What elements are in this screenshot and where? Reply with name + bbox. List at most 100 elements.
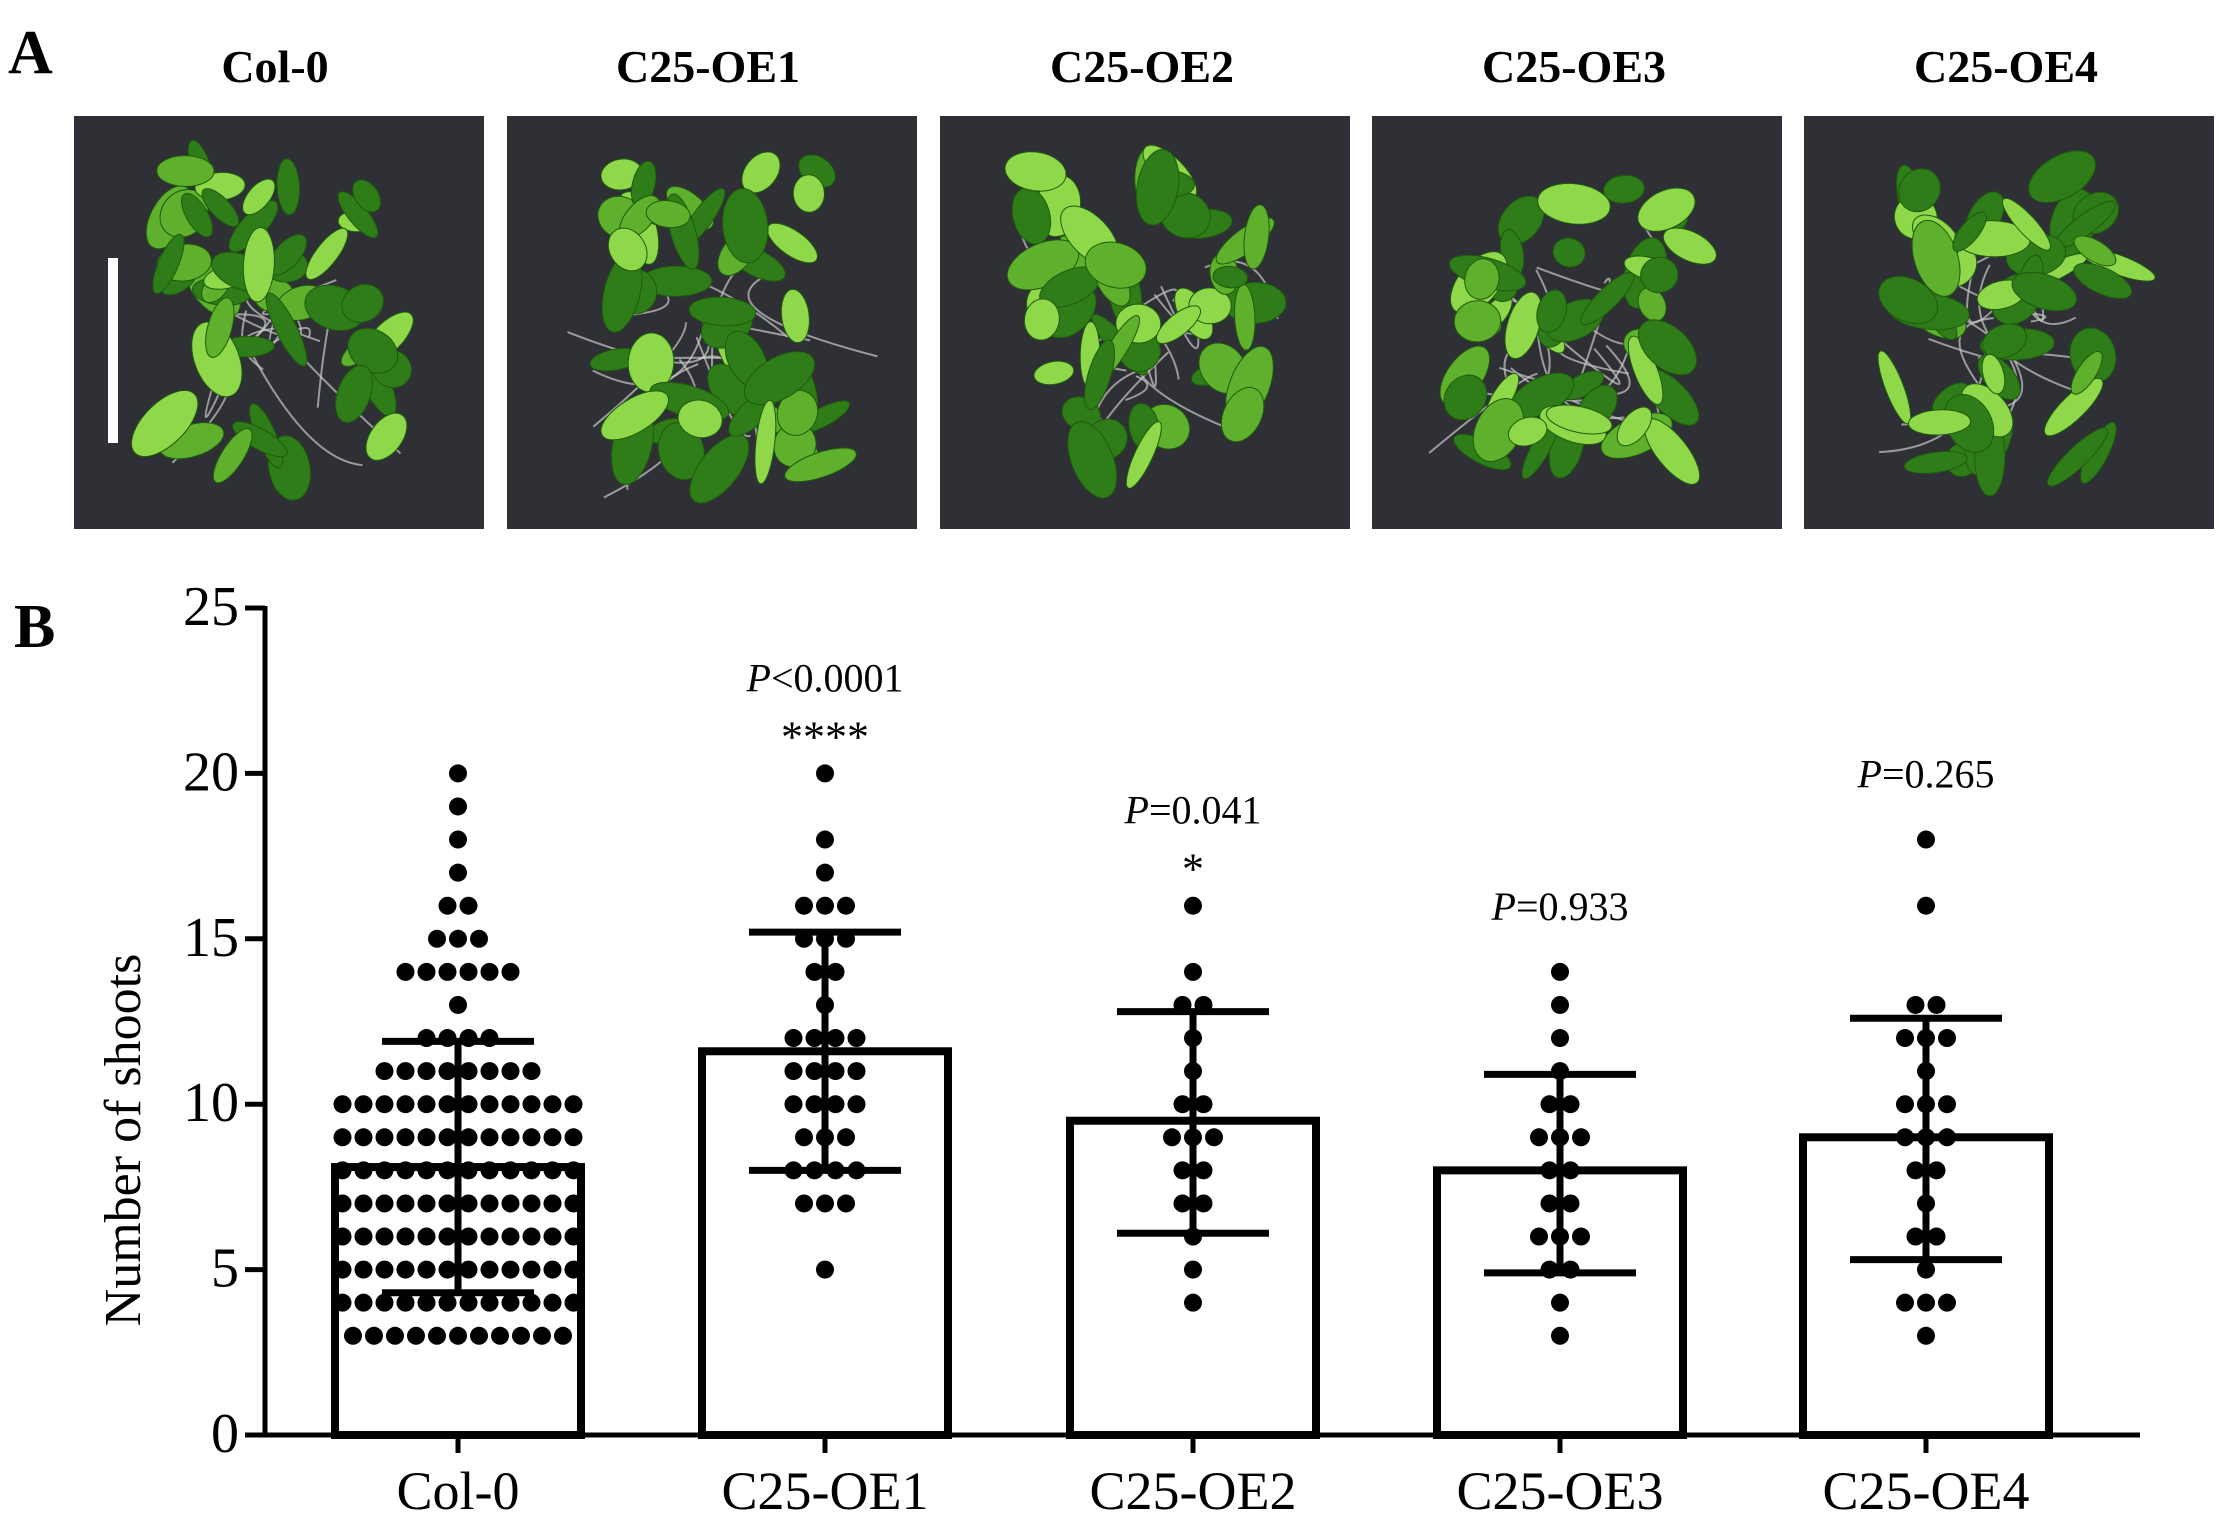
data-point-col-0 [449,797,467,816]
data-point-col-0 [543,1227,562,1246]
data-point-col-0 [449,1326,467,1345]
leaf [784,447,857,483]
data-point-col-0 [501,1095,520,1114]
data-point-c25-oe1 [805,1029,824,1048]
data-point-c25-oe3 [1551,962,1569,981]
panel-label-b: B [14,593,56,661]
data-point-col-0 [438,896,457,915]
data-point-col-0 [501,1128,520,1147]
data-point-col-0 [522,1194,541,1213]
y-axis-label: Number of shoots [95,954,152,1327]
chart-dots [333,764,1956,1345]
data-point-c25-oe1 [826,962,845,981]
data-point-col-0 [480,1260,499,1279]
data-point-col-0 [459,1227,478,1246]
significance-stars-c25-oe1: **** [781,712,869,761]
x-tick-label-c25-oe4: C25-OE4 [1823,1461,2030,1521]
data-point-col-0 [459,1194,478,1213]
data-point-c25-oe4 [1927,1227,1946,1246]
data-point-c25-oe4 [1906,995,1925,1014]
data-point-col-0 [501,1260,520,1279]
data-point-col-0 [396,962,415,981]
data-point-col-0 [333,1128,352,1147]
leaf [607,227,648,272]
scale-bar [108,258,118,443]
data-point-c25-oe2 [1173,1194,1192,1213]
leaf [722,188,769,264]
plant-image [1804,116,2214,529]
data-point-c25-oe4 [1917,830,1935,849]
data-point-col-0 [396,1194,415,1213]
p-value-c25-oe4: P=0.265 [1857,752,1995,797]
data-point-col-0 [512,1326,530,1345]
data-point-c25-oe4 [1938,1029,1956,1048]
p-symbol: P [1857,752,1882,797]
data-point-col-0 [543,1128,562,1147]
y-tick-label: 5 [211,1238,239,1300]
leaf [1982,323,2028,359]
data-point-col-0 [480,962,499,981]
data-point-c25-oe3 [1572,1128,1590,1147]
data-point-c25-oe4 [1927,1161,1946,1180]
leaf [1067,421,1118,499]
shoot-count-chart: 0 5 10 15 20 25 Col-0 C25-OE1 C25-OE2 C25-OE3 C25-… [95,576,2140,1521]
leaf [2070,350,2103,395]
leaf [1004,151,1067,192]
leaf [1616,406,1653,447]
data-point-c25-oe1 [805,1062,824,1081]
data-point-col-0 [564,1128,583,1147]
data-point-col-0 [354,1194,373,1213]
data-point-c25-oe1 [784,1062,803,1081]
data-point-c25-oe1 [795,1128,813,1147]
data-point-c25-oe1 [805,962,824,981]
data-point-col-0 [543,1161,562,1180]
data-point-c25-oe1 [826,1029,845,1048]
data-point-col-0 [543,1095,562,1114]
plant-photo-c25-oe3 [1372,116,1782,529]
data-point-col-0 [354,1260,373,1279]
data-point-col-0 [522,1227,541,1246]
data-point-c25-oe4 [1896,1293,1914,1312]
data-point-c25-oe1 [837,1194,855,1213]
data-point-col-0 [417,1128,436,1147]
leaf [1125,421,1162,489]
data-point-c25-oe3 [1540,1194,1559,1213]
leaf [1552,237,1586,268]
data-point-col-0 [354,1128,373,1147]
data-point-col-0 [386,1326,404,1345]
plant-photo-c25-oe4 [1804,116,2214,529]
data-point-col-0 [543,1194,562,1213]
p-value-text: =0.041 [1149,788,1262,833]
plant-image [74,116,484,529]
data-point-c25-oe4 [1917,1326,1935,1345]
data-point-col-0 [375,1194,394,1213]
x-tick-label-col-0: Col-0 [396,1461,519,1521]
leaf [1637,187,1696,232]
y-tick-label: 10 [183,1072,239,1134]
leaf [201,188,240,228]
data-point-col-0 [501,1194,520,1213]
data-point-col-0 [354,1227,373,1246]
root-strand [250,352,363,467]
data-point-col-0 [333,1260,352,1279]
root-strand [1125,375,1149,402]
leaf [1084,241,1147,289]
data-point-col-0 [396,1095,415,1114]
data-point-col-0 [470,1326,488,1345]
p-value-c25-oe3: P=0.933 [1491,884,1629,929]
data-point-c25-oe1 [784,1029,803,1048]
data-point-c25-oe2 [1194,1161,1213,1180]
photo-title-col-0: Col-0 [221,41,329,92]
leaf [152,233,185,295]
data-point-col-0 [522,1293,541,1312]
data-point-col-0 [522,1095,541,1114]
data-point-col-0 [438,1095,457,1114]
chart-error-bars [382,928,2002,1297]
leaf [212,428,253,484]
leaf [2073,235,2117,267]
leaf [780,288,810,344]
p-value-text: =0.933 [1516,884,1629,929]
significance-stars-c25-oe2: * [1182,845,1204,894]
data-point-col-0 [417,1194,436,1213]
